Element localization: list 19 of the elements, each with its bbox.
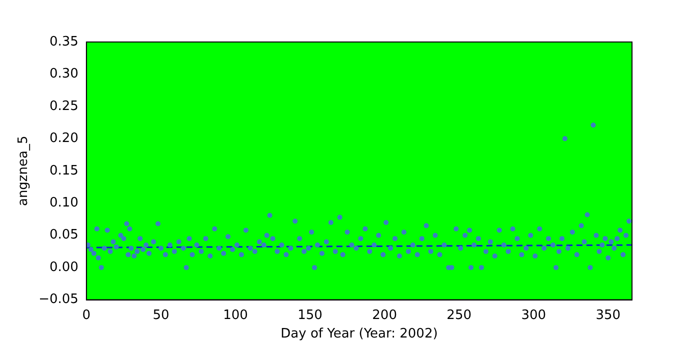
y-tick-label: 0.30 bbox=[49, 66, 78, 82]
x-tick-label: 200 bbox=[372, 308, 397, 323]
y-tick-label: 0.25 bbox=[49, 98, 78, 114]
x-tick-label: 150 bbox=[298, 308, 322, 323]
y-axis-title: angznea_5 bbox=[16, 136, 32, 206]
y-tick-label: 0.15 bbox=[49, 163, 78, 178]
x-tick-label: 250 bbox=[446, 308, 472, 323]
y-tick-label: 0.10 bbox=[49, 196, 78, 210]
x-tick-label: 50 bbox=[152, 308, 170, 323]
x-tick-label: 0 bbox=[82, 308, 91, 323]
y-tick-label: 0.20 bbox=[49, 131, 78, 146]
y-tick-label: −0.05 bbox=[38, 292, 78, 308]
x-tick-label: 100 bbox=[223, 308, 248, 323]
y-tick-label: 0.05 bbox=[49, 228, 78, 243]
y-tick-label: 0.35 bbox=[49, 34, 78, 50]
x-tick-label: 300 bbox=[521, 308, 546, 323]
y-tick-label: 0.00 bbox=[49, 260, 78, 275]
x-tick-label: 350 bbox=[596, 308, 621, 323]
x-axis-title: Day of Year (Year: 2002) bbox=[280, 326, 438, 342]
